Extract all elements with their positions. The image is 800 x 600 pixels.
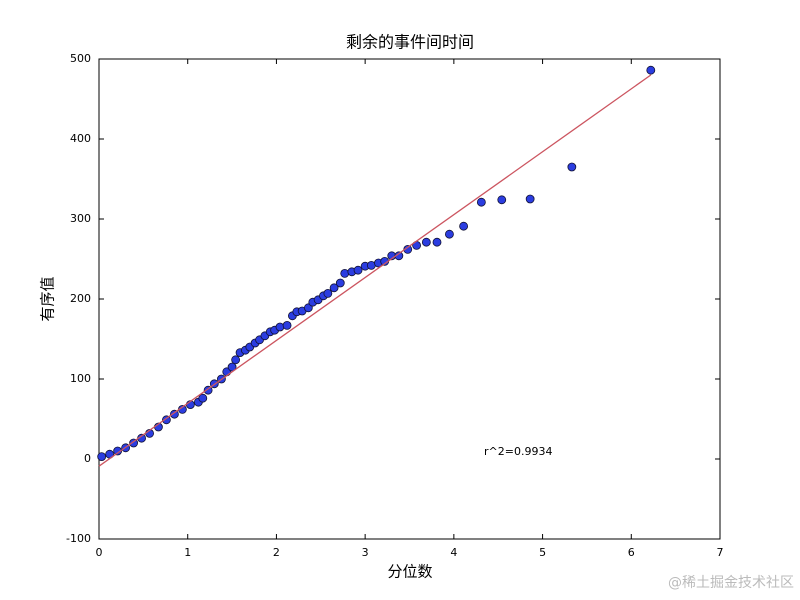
scatter-point bbox=[162, 415, 171, 425]
x-tick-label: 3 bbox=[362, 546, 369, 559]
x-tick-label: 6 bbox=[628, 546, 635, 559]
x-tick-label: 0 bbox=[96, 546, 103, 559]
scatter-point bbox=[231, 355, 241, 365]
scatter-point bbox=[282, 320, 292, 330]
chart-title: 剩余的事件间时间 bbox=[346, 33, 474, 52]
scatter-point bbox=[445, 229, 454, 239]
scatter-point bbox=[329, 283, 339, 293]
y-axis-label: 有序值 bbox=[39, 276, 57, 321]
scatter-point bbox=[323, 288, 333, 298]
scatter-point bbox=[97, 452, 107, 462]
scatter-point bbox=[275, 322, 285, 332]
scatter-point bbox=[646, 65, 656, 75]
scatter-point bbox=[113, 446, 123, 456]
scatter-point bbox=[525, 194, 535, 204]
y-tick-label: -100 bbox=[66, 532, 91, 545]
y-tick-label: 100 bbox=[70, 372, 91, 385]
y-tick-label: 0 bbox=[84, 452, 91, 465]
x-tick-label: 4 bbox=[450, 546, 457, 559]
scatter-point bbox=[432, 237, 442, 247]
x-tick-label: 7 bbox=[717, 546, 724, 559]
scatter-point bbox=[567, 162, 577, 172]
x-axis-label: 分位数 bbox=[387, 563, 432, 581]
plot-frame bbox=[98, 58, 721, 540]
scatter-point bbox=[340, 268, 350, 278]
x-tick-label: 5 bbox=[539, 546, 546, 559]
scatter-point bbox=[476, 197, 486, 207]
y-tick-label: 500 bbox=[70, 52, 91, 65]
x-tick-label: 2 bbox=[273, 546, 280, 559]
x-tick-label: 1 bbox=[184, 546, 191, 559]
fit-line bbox=[98, 74, 652, 467]
y-tick-label: 300 bbox=[70, 212, 91, 225]
scatter-point bbox=[497, 195, 507, 205]
watermark: @稀土掘金技术社区 bbox=[668, 575, 794, 591]
scatter-point bbox=[353, 265, 363, 275]
scatter-point bbox=[170, 409, 179, 419]
scatter-point bbox=[227, 362, 237, 372]
scatter-point bbox=[198, 393, 208, 403]
annotation: r^2=0.9934 bbox=[484, 445, 552, 458]
scatter-point bbox=[421, 237, 431, 247]
scatter-point bbox=[335, 278, 345, 288]
y-tick-label: 200 bbox=[70, 292, 91, 305]
scatter-point bbox=[459, 221, 469, 231]
y-tick-label: 400 bbox=[70, 132, 91, 145]
